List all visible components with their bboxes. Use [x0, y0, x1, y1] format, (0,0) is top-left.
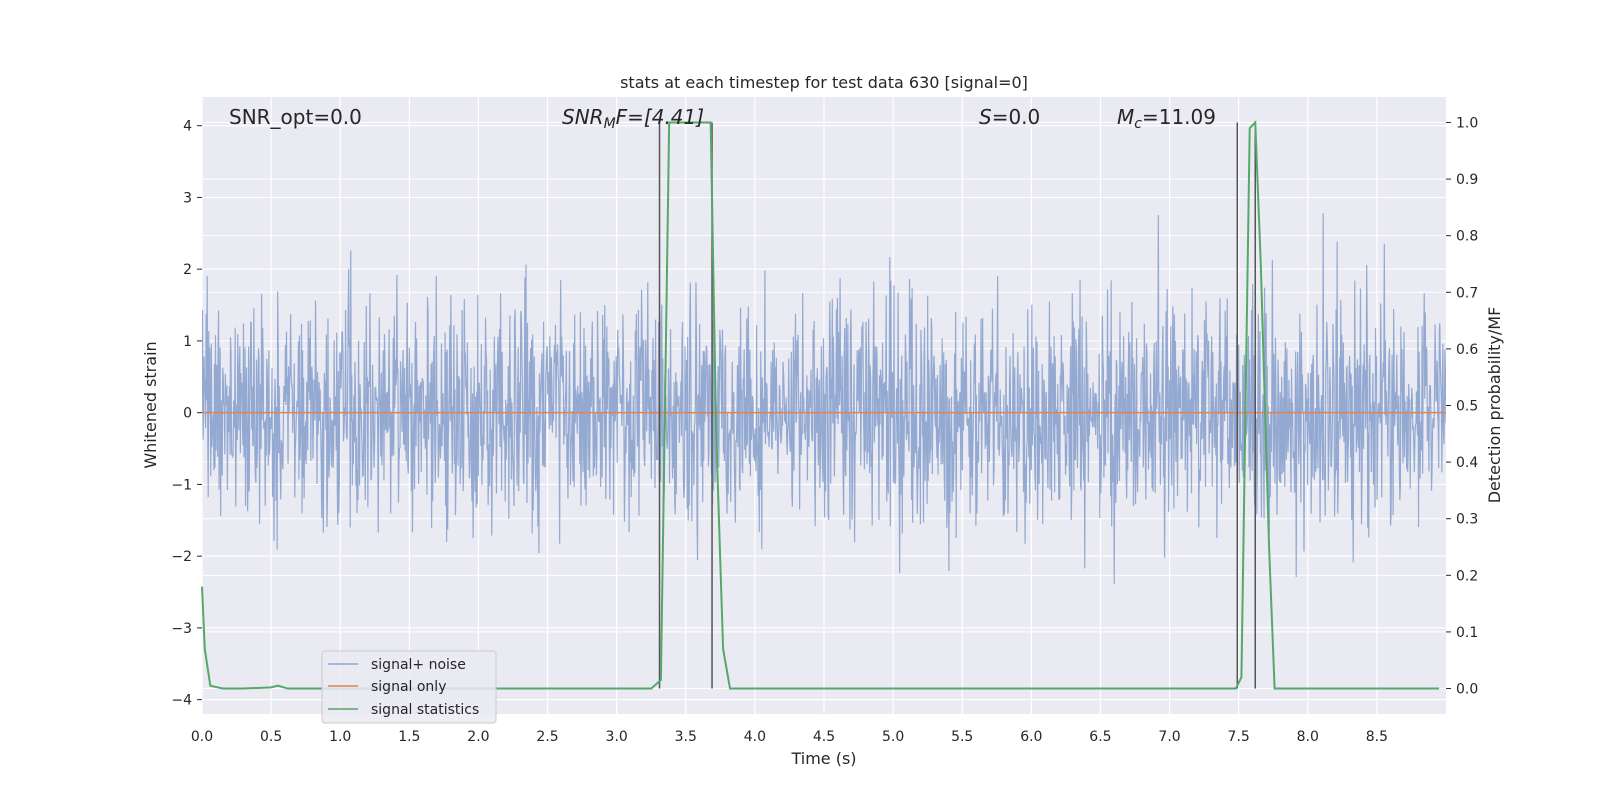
x-axis-label: Time (s)	[790, 749, 856, 768]
y2-tick-label-1: 0.9	[1456, 172, 1478, 188]
y2-axis-label: Detection probability/MF	[1485, 307, 1504, 504]
x-tick-label-12: 6.0	[1020, 729, 1042, 745]
series-signal-statistics	[201, 120, 1440, 690]
annotation-mc: Mc=11.09	[1117, 105, 1216, 132]
y-tick-label-3: 1	[183, 334, 192, 350]
y2-tick-label-9: 0.1	[1456, 625, 1478, 641]
x-tick-label-15: 7.5	[1228, 729, 1250, 745]
y2-axis-ticks: 1.0 0.9 0.8 0.7 0.6 0.5 0.4 0.3 0.2 0.1 0.0	[1446, 115, 1478, 698]
annotation-snr-mf: SNRMF=[4.41]	[562, 105, 704, 132]
y2-tick-label-5: 0.5	[1456, 399, 1478, 415]
vertical-markers	[658, 122, 1257, 689]
y2-tick-label-8: 0.2	[1456, 568, 1478, 584]
x-tick-label-3: 1.5	[398, 729, 420, 745]
x-tick-label-2: 1.0	[329, 729, 351, 745]
legend-label-signal-noise: signal+ noise	[371, 657, 466, 673]
x-tick-label-5: 2.5	[536, 729, 558, 745]
annotation-mc-sub: c	[1134, 116, 1142, 132]
x-tick-label-16: 8.0	[1297, 729, 1319, 745]
y-axis-label: Whitened strain	[141, 341, 160, 468]
x-tick-label-17: 8.5	[1366, 729, 1388, 745]
chart-title: stats at each timestep for test data 630…	[620, 73, 1028, 92]
legend-box	[321, 650, 497, 724]
y-tick-label-5: −1	[171, 477, 192, 493]
x-tick-label-11: 5.5	[951, 729, 973, 745]
y-tick-label-7: −3	[171, 621, 192, 637]
y-axis-ticks: 4 3 2 1 0 −1 −2 −3 −4	[171, 119, 202, 709]
x-tick-label-6: 3.0	[606, 729, 628, 745]
noise-trace	[202, 213, 1446, 584]
y-tick-label-0: 4	[183, 119, 192, 135]
legend-label-signal-statistics: signal statistics	[371, 702, 479, 718]
legend: signal+ noise signal only signal statist…	[321, 650, 497, 724]
series-signal-noise	[202, 213, 1446, 584]
y-tick-label-8: −4	[171, 693, 192, 709]
annotation-snr-mf-rest: F=[4.41]	[616, 105, 704, 129]
y2-tick-label-2: 0.8	[1456, 229, 1478, 245]
x-tick-label-1: 0.5	[260, 729, 282, 745]
annotation-s: S=0.0	[979, 105, 1040, 129]
x-tick-label-14: 7.0	[1158, 729, 1180, 745]
y-tick-label-4: 0	[183, 406, 192, 422]
y2-tick-label-0: 1.0	[1456, 115, 1478, 131]
y-tick-label-6: −2	[171, 549, 192, 565]
x-tick-label-8: 4.0	[744, 729, 766, 745]
y2-tick-label-6: 0.4	[1456, 455, 1478, 471]
x-tick-label-7: 3.5	[675, 729, 697, 745]
x-tick-label-13: 6.5	[1089, 729, 1111, 745]
annotation-s-rest: =0.0	[992, 105, 1041, 129]
y-tick-label-2: 2	[183, 262, 192, 278]
annotation-mc-base: M	[1117, 105, 1134, 129]
y-tick-label-1: 3	[183, 190, 192, 206]
annotation-snr-opt: SNR_opt=0.0	[229, 105, 362, 129]
annotation-snr-mf-sub: M	[604, 116, 616, 132]
y2-tick-label-7: 0.3	[1456, 512, 1478, 528]
x-axis-ticks: 0.0 0.5 1.0 1.5 2.0 2.5 3.0 3.5 4.0 4.5 5.0 5.5 6.0 6…	[191, 729, 1388, 745]
legend-label-signal-only: signal only	[371, 679, 446, 695]
annotation-mc-rest: =11.09	[1142, 105, 1216, 129]
annotation-s-italic: S	[979, 105, 992, 129]
y2-tick-label-3: 0.7	[1456, 285, 1478, 301]
annotation-snr-mf-base: SNR	[562, 105, 604, 129]
x-tick-label-10: 5.0	[882, 729, 904, 745]
y2-tick-label-10: 0.0	[1456, 682, 1478, 698]
x-tick-label-4: 2.0	[467, 729, 489, 745]
y2-tick-label-4: 0.6	[1456, 342, 1478, 358]
x-tick-label-9: 4.5	[813, 729, 835, 745]
x-tick-label-0: 0.0	[191, 729, 213, 745]
